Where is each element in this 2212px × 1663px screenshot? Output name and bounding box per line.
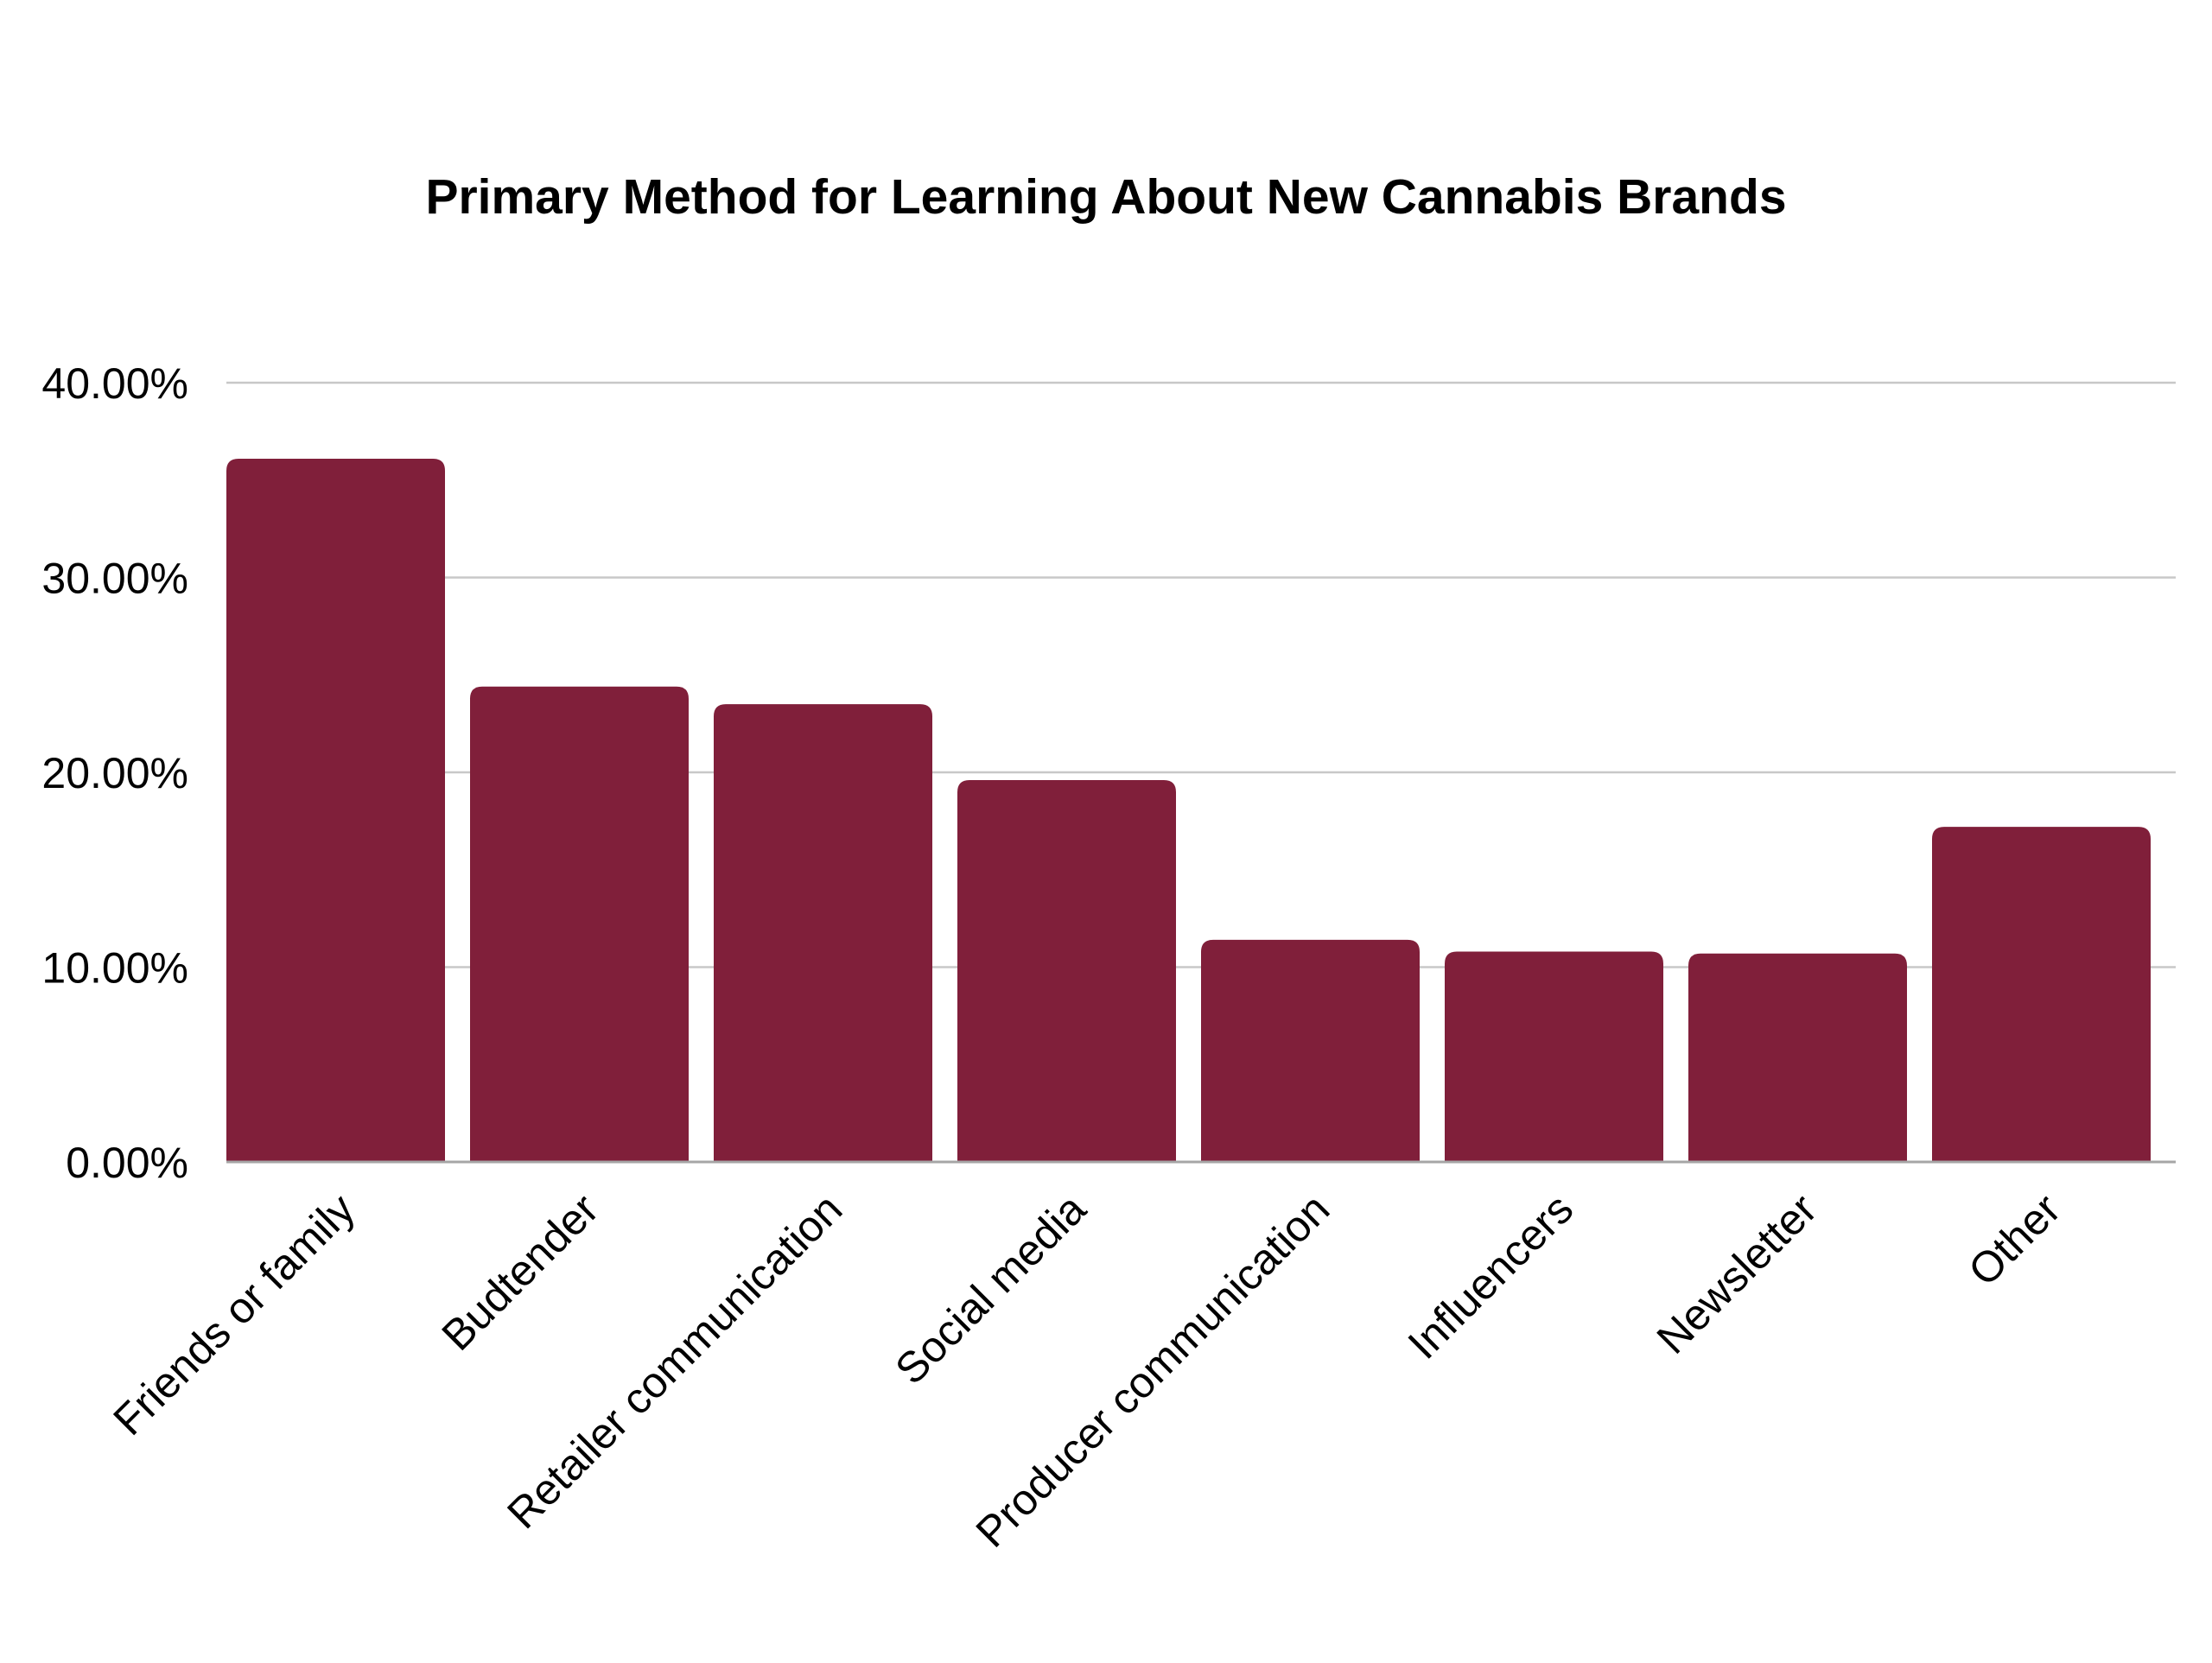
y-tick-label: 40.00% <box>41 359 188 408</box>
y-tick-label: 30.00% <box>41 555 188 603</box>
y-axis-tick-labels: 0.00% 10.00% 20.00% 30.00% 40.00% <box>41 359 188 1187</box>
bar <box>957 780 1176 1162</box>
x-category-label: Social media <box>886 1184 1095 1393</box>
y-tick-label: 20.00% <box>41 749 188 797</box>
bar <box>470 686 689 1162</box>
x-category-label: Other <box>1959 1184 2069 1295</box>
chart-title: Primary Method for Learning About New Ca… <box>425 169 1786 225</box>
y-tick-label: 10.00% <box>41 944 188 993</box>
x-category-label: Budtender <box>433 1184 608 1360</box>
bar <box>714 704 932 1162</box>
bar <box>1688 953 1907 1162</box>
bar <box>1445 951 1663 1162</box>
bar <box>1932 827 2151 1162</box>
x-category-label: Newsletter <box>1648 1184 1827 1363</box>
y-tick-label: 0.00% <box>66 1139 188 1187</box>
bar <box>1201 939 1420 1162</box>
bar <box>226 458 445 1162</box>
x-category-label: Friends or family <box>104 1184 364 1444</box>
bars <box>226 458 2151 1162</box>
x-category-label: Influencers <box>1399 1184 1583 1368</box>
